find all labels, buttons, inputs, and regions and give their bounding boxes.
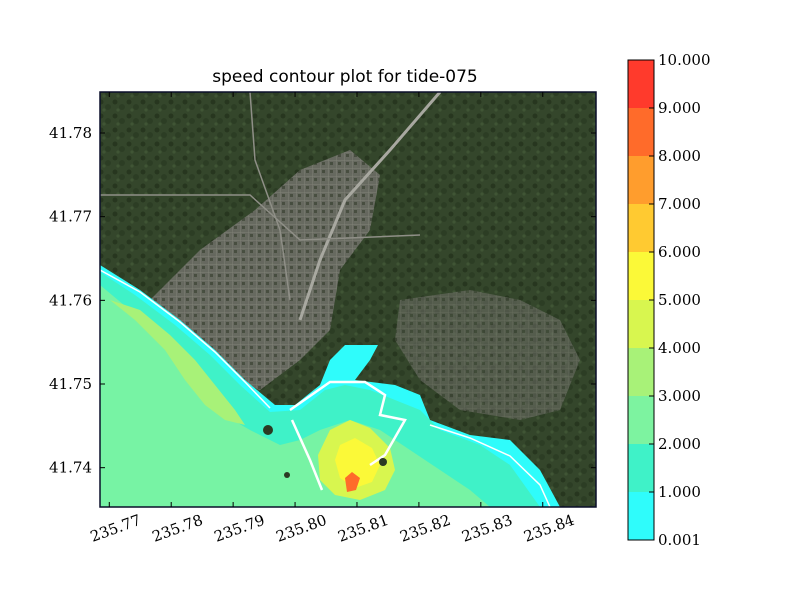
colorbar-segment <box>628 252 654 300</box>
speed-region-light-green <box>100 285 490 507</box>
colorbar: 0.001 1.000 2.000 3.000 4.000 5.000 6.000 7.000… <box>627 51 711 549</box>
colorbar-tick-label: 1.000 <box>658 483 701 501</box>
y-tick-label: 41.76 <box>49 291 92 309</box>
chart-title: speed contour plot for tide-075 <box>212 67 478 87</box>
urban-area-east <box>395 290 580 420</box>
colorbar-segment <box>628 204 654 252</box>
colorbar-tick-label: 3.000 <box>658 387 701 405</box>
x-tick-label: 235.80 <box>274 511 329 546</box>
x-tick-label: 235.83 <box>459 511 514 546</box>
colorbar-segment <box>628 396 654 444</box>
colorbar-tick-label: 8.000 <box>658 147 701 165</box>
x-tick-label: 235.84 <box>521 511 576 546</box>
rock-island <box>379 458 387 466</box>
shoreline-line <box>429 424 551 507</box>
colorbar-segment <box>628 300 654 348</box>
colorbar-tick-label: 10.000 <box>658 51 711 69</box>
rock-island <box>284 472 290 478</box>
x-tick-label: 235.82 <box>397 511 452 546</box>
colorbar-segment <box>628 348 654 396</box>
jetty-line <box>289 380 407 467</box>
colorbar-tick-label: 7.000 <box>658 195 701 213</box>
colorbar-segment <box>628 444 654 492</box>
x-tick-label: 235.77 <box>88 511 143 546</box>
speed-region-green-yellow <box>110 300 245 425</box>
plot-frame <box>99 91 597 508</box>
x-tick-label: 235.78 <box>150 511 205 546</box>
highway <box>298 92 442 321</box>
rock-island <box>263 425 273 435</box>
colorbar-segment <box>628 108 654 156</box>
road <box>249 92 291 301</box>
colorbar-tick-label: 9.000 <box>658 99 701 117</box>
speed-region-orange-red <box>345 472 360 492</box>
map-plot-area <box>100 92 596 507</box>
x-tick-label: 235.81 <box>336 511 391 546</box>
y-axis: 41.74 41.75 41.76 41.77 41.78 <box>49 124 596 477</box>
colorbar-tick-label: 6.000 <box>658 243 701 261</box>
colorbar-tick-label: 5.000 <box>658 291 701 309</box>
colorbar-segment <box>628 156 654 204</box>
colorbar-segment <box>628 492 654 540</box>
urban-area <box>150 150 380 390</box>
y-tick-label: 41.74 <box>49 459 92 477</box>
jetty-line <box>290 419 324 491</box>
y-tick-label: 41.77 <box>49 208 92 226</box>
colorbar-tick-label: 2.000 <box>658 435 701 453</box>
shoreline-line <box>100 269 271 409</box>
speed-region-orange-yellow <box>335 438 380 488</box>
colorbar-segment <box>628 60 654 108</box>
colorbar-tick-label: 4.000 <box>658 339 701 357</box>
y-tick-label: 41.75 <box>49 375 92 393</box>
x-tick-label: 235.79 <box>212 511 267 546</box>
y-tick-label: 41.78 <box>49 124 92 142</box>
colorbar-tick-label: 0.001 <box>658 531 701 549</box>
